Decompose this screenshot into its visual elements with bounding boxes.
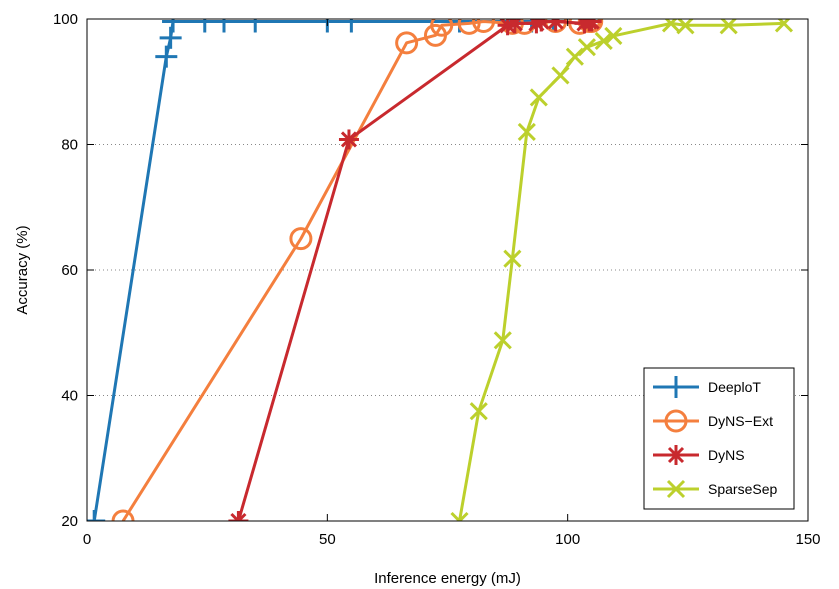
- legend-marker-0: [665, 376, 687, 398]
- grid-lines: [87, 144, 808, 396]
- legend: DeeploT DyNS−Ext DyNS SparseSep: [643, 367, 795, 510]
- x-tick-label-150: 150: [795, 531, 820, 548]
- x-axis-title: Inference energy (mJ): [374, 570, 521, 587]
- series-line-0: [92, 20, 554, 521]
- axis-ticks: 0 50 100 150 20 40 60 80 100: [53, 11, 821, 548]
- data-point-3-10: [604, 26, 623, 46]
- data-point-1-4: [430, 19, 454, 37]
- data-point-3-7: [565, 47, 584, 66]
- y-tick-label-80: 80: [61, 137, 78, 154]
- data-point-3-1: [469, 402, 488, 421]
- legend-label-1: DyNS−Ext: [708, 413, 773, 429]
- series-2: [228, 19, 602, 521]
- y-tick-label-20: 20: [61, 513, 78, 530]
- data-point-1-6: [472, 19, 496, 34]
- y-tick-label-40: 40: [61, 388, 78, 405]
- data-point-0-1: [155, 45, 178, 68]
- legend-item-1: DyNS−Ext: [653, 409, 773, 433]
- legend-item-3: SparseSep: [653, 479, 777, 499]
- data-point-0-4: [193, 19, 216, 33]
- data-point-2-0: [228, 511, 249, 521]
- data-point-0-5: [212, 19, 235, 33]
- legend-marker-3: [666, 479, 686, 499]
- series-line-1: [121, 20, 592, 521]
- series-3: [450, 19, 794, 521]
- data-point-3-5: [529, 88, 548, 107]
- x-tick-label-50: 50: [319, 531, 336, 548]
- data-point-1-1: [289, 227, 313, 251]
- data-point-2-3: [504, 19, 525, 34]
- data-point-3-2: [493, 331, 512, 350]
- data-point-3-14: [774, 19, 794, 33]
- legend-item-0: DeeploT: [653, 376, 761, 398]
- y-axis-title: Accuracy (%): [14, 225, 31, 314]
- series-layer: [87, 19, 794, 521]
- data-point-2-1: [338, 129, 359, 150]
- data-point-3-11: [661, 19, 681, 33]
- legend-item-2: DyNS: [653, 445, 745, 465]
- data-point-3-13: [719, 19, 738, 35]
- data-point-3-6: [551, 66, 570, 85]
- series-0: [87, 19, 565, 521]
- legend-label-3: SparseSep: [708, 481, 777, 497]
- data-point-3-8: [577, 38, 596, 57]
- data-point-0-0: [87, 510, 106, 521]
- data-point-1-5: [457, 19, 481, 35]
- legend-box: [643, 367, 795, 510]
- data-point-0-3: [162, 19, 185, 33]
- legend-label-0: DeeploT: [708, 379, 761, 395]
- y-tick-label-100: 100: [53, 11, 78, 28]
- data-point-3-3: [503, 249, 522, 268]
- data-point-1-0: [111, 509, 135, 521]
- data-point-3-4: [517, 122, 536, 142]
- data-point-1-2: [395, 31, 419, 55]
- data-point-3-12: [676, 19, 695, 35]
- legend-marker-2: [666, 445, 686, 465]
- data-point-2-9: [581, 19, 602, 32]
- x-tick-label-100: 100: [555, 531, 580, 548]
- data-point-0-8: [340, 19, 363, 33]
- legend-label-2: DyNS: [708, 447, 745, 463]
- data-point-3-0: [450, 511, 469, 521]
- data-point-0-6: [244, 19, 267, 33]
- data-point-3-9: [594, 31, 613, 51]
- series-1: [111, 19, 604, 521]
- data-point-2-6: [545, 19, 566, 32]
- data-point-0-2: [159, 26, 182, 49]
- legend-marker-1: [664, 409, 688, 433]
- x-tick-label-0: 0: [83, 531, 91, 548]
- y-tick-label-60: 60: [61, 262, 78, 279]
